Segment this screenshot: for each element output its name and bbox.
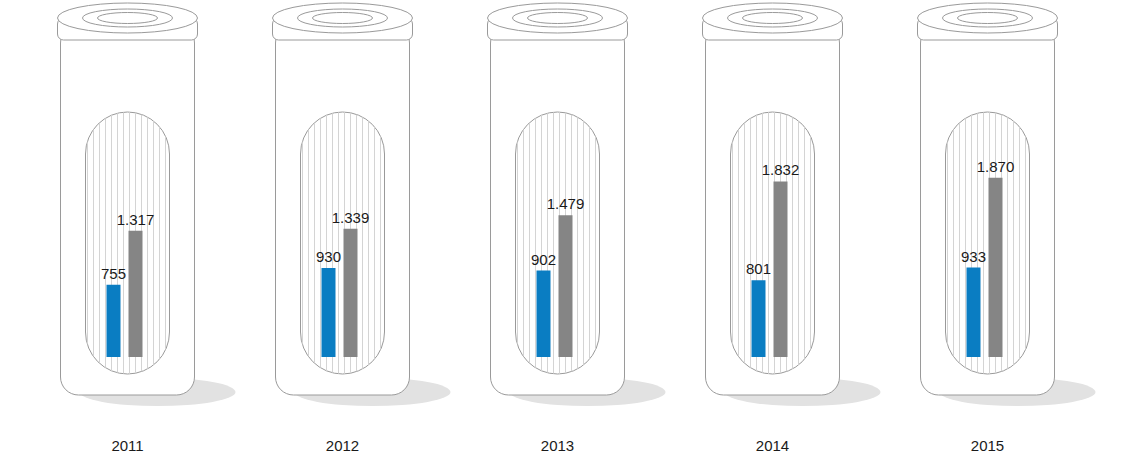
svg-text:2013: 2013 [541, 437, 574, 454]
svg-text:2015: 2015 [971, 437, 1004, 454]
svg-text:755: 755 [101, 265, 126, 282]
svg-text:801: 801 [746, 260, 771, 277]
svg-text:1.870: 1.870 [977, 158, 1015, 175]
svg-text:930: 930 [316, 248, 341, 265]
svg-text:933: 933 [961, 248, 986, 265]
svg-text:1.317: 1.317 [117, 211, 155, 228]
svg-text:2014: 2014 [756, 437, 789, 454]
svg-text:2011: 2011 [111, 437, 143, 454]
svg-text:1.339: 1.339 [332, 209, 370, 226]
svg-text:1.479: 1.479 [547, 195, 585, 212]
svg-text:2012: 2012 [326, 437, 359, 454]
svg-text:1.832: 1.832 [762, 161, 800, 178]
svg-text:902: 902 [531, 251, 556, 268]
